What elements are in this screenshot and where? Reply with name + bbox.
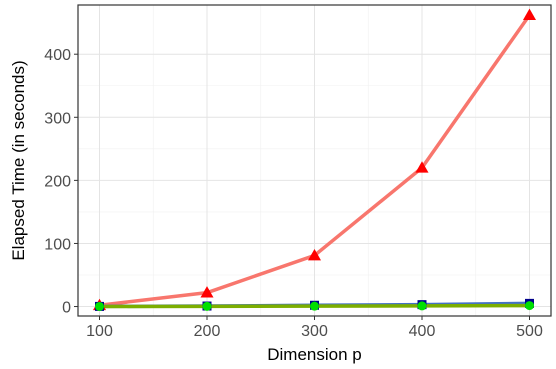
x-tick-label: 100: [86, 323, 113, 340]
y-tick-label: 100: [44, 236, 71, 253]
data-point: [417, 301, 427, 311]
data-point: [415, 161, 429, 173]
data-point: [308, 248, 321, 261]
y-tick-label: 200: [44, 173, 71, 190]
x-tick-label: 500: [516, 323, 543, 340]
data-point: [200, 286, 214, 298]
data-point: [95, 301, 104, 311]
x-tick-label: 200: [194, 323, 221, 340]
data-point: [525, 301, 534, 311]
series-3-markers: [95, 301, 534, 311]
y-axis: 0 100 200 300 400: [44, 47, 78, 317]
x-tick-label: 300: [301, 323, 328, 340]
y-tick-label: 400: [44, 47, 71, 64]
x-tick-label: 400: [409, 323, 436, 340]
x-axis-title: Dimension p: [267, 345, 362, 364]
data-point: [523, 8, 536, 20]
grid: [78, 5, 551, 316]
y-tick-label: 300: [44, 110, 71, 127]
data-point: [310, 301, 319, 311]
x-axis: 100 200 300 400 500: [86, 316, 543, 340]
series-layer: [93, 8, 536, 311]
y-axis-title: Elapsed Time (in seconds): [9, 60, 28, 260]
data-point: [202, 301, 212, 311]
y-tick-label: 0: [62, 300, 71, 317]
